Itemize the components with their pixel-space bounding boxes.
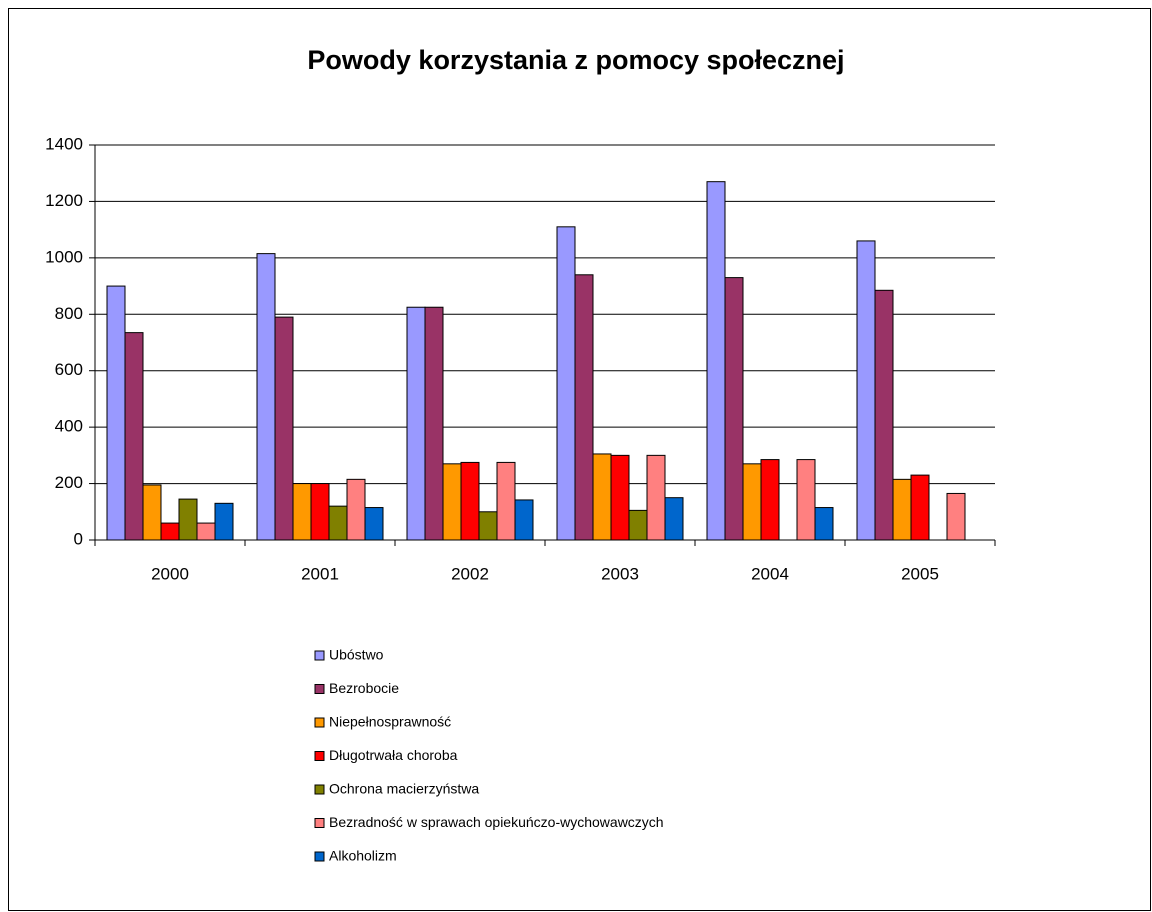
bar [256, 253, 276, 541]
bar [460, 461, 480, 541]
y-tick-label: 1400 [45, 134, 83, 153]
x-tick-label: 2002 [451, 564, 489, 583]
bar [106, 285, 126, 541]
bar [496, 461, 516, 541]
bar [664, 497, 684, 541]
y-tick-label: 200 [55, 473, 83, 492]
bar [196, 522, 216, 541]
x-tick-label: 2004 [751, 564, 789, 583]
bar [856, 240, 876, 541]
bar [478, 511, 498, 541]
legend-swatch [314, 717, 325, 728]
legend-swatch [314, 784, 325, 795]
bar [142, 484, 162, 541]
y-tick-label: 600 [55, 360, 83, 379]
bar [796, 459, 816, 541]
bar [910, 474, 930, 541]
bar [160, 522, 180, 541]
bar [892, 478, 912, 541]
x-tick-label: 2003 [601, 564, 639, 583]
bar [364, 507, 384, 541]
legend-label: Alkoholizm [329, 848, 397, 864]
bar [874, 289, 894, 541]
bar [214, 502, 234, 541]
bar [514, 499, 534, 541]
bar [328, 505, 348, 541]
bar [724, 277, 744, 541]
bar [124, 332, 144, 541]
bar [424, 306, 444, 541]
x-tick-label: 2000 [151, 564, 189, 583]
legend-swatch [314, 650, 325, 661]
bar [574, 274, 594, 541]
legend-label: Długotrwała choroba [329, 747, 458, 763]
legend-label: Bezradność w sprawach opiekuńczo-wychowa… [329, 814, 664, 830]
bar [946, 492, 966, 541]
bar [706, 181, 726, 541]
legend-label: Niepełnosprawność [329, 714, 451, 730]
legend-label: Ubóstwo [329, 647, 384, 663]
bar [346, 478, 366, 541]
bar [178, 498, 198, 541]
bar [310, 483, 330, 541]
legend-label: Bezrobocie [329, 680, 399, 696]
bar [592, 453, 612, 541]
bar [556, 226, 576, 541]
chart-title: Powody korzystania z pomocy społecznej [307, 45, 844, 75]
bar [760, 459, 780, 541]
bar [814, 507, 834, 541]
bar [406, 306, 426, 541]
legend-label: Ochrona macierzyństwa [329, 781, 479, 797]
bar [742, 463, 762, 541]
legend-swatch [314, 751, 325, 761]
bar [442, 463, 462, 541]
bar [292, 483, 312, 541]
y-tick-label: 800 [55, 304, 83, 323]
bar [646, 454, 666, 541]
bar [274, 316, 294, 541]
y-tick-label: 400 [55, 417, 83, 436]
y-tick-label: 1000 [45, 247, 83, 266]
legend-swatch [314, 684, 325, 694]
bar [628, 509, 648, 541]
y-tick-label: 0 [74, 529, 83, 548]
x-tick-label: 2001 [301, 564, 339, 583]
bar [610, 454, 630, 541]
legend-swatch [314, 818, 325, 828]
legend-swatch [314, 851, 325, 862]
x-tick-label: 2005 [901, 564, 939, 583]
y-tick-label: 1200 [45, 191, 83, 210]
